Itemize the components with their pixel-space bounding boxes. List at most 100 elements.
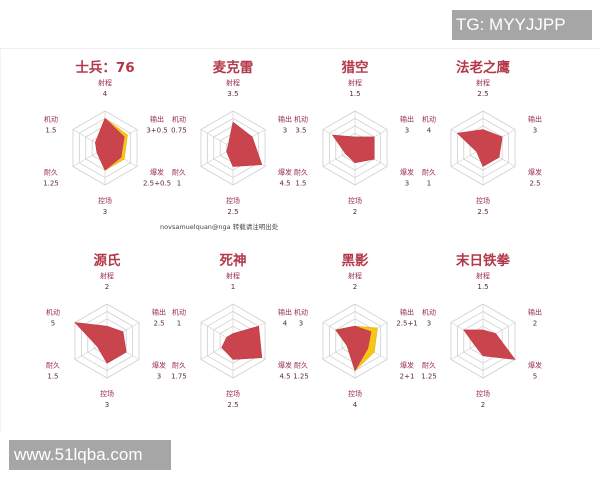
radar-plot: 射程 3.5 输出 3 爆发 4.5 控场 2.5 耐久 1 机动 0.75 xyxy=(171,78,292,216)
axis-value: 2.5 xyxy=(529,180,540,188)
axis-value: 1 xyxy=(231,283,235,291)
stat-area xyxy=(221,325,263,360)
axis-label: 机动 xyxy=(172,308,186,317)
stat-area xyxy=(463,329,516,360)
axis-label: 输出 xyxy=(528,115,542,124)
axis-label: 耐久 xyxy=(44,168,58,177)
axis-value: 3 xyxy=(533,127,537,135)
axis-value: 4 xyxy=(353,401,358,409)
axis-value: 4.5 xyxy=(279,373,290,381)
axis-value: 2 xyxy=(353,283,357,291)
axis-label: 射程 xyxy=(348,78,362,87)
axis-label: 输出 xyxy=(528,308,542,317)
stat-area xyxy=(74,322,127,364)
axis-value: 3+0.5 xyxy=(146,127,167,135)
chart-title: 麦克雷 xyxy=(212,60,254,76)
axis-value: 2.5 xyxy=(227,208,238,216)
stat-area xyxy=(226,121,263,167)
chart-title: 猎空 xyxy=(341,60,369,76)
axis-value: 1 xyxy=(177,320,181,328)
radar-plot: 射程 1.5 输出 2 爆发 5 控场 2 耐久 1.25 机动 3 xyxy=(421,271,542,409)
axis-label: 爆发 xyxy=(152,361,166,370)
axis-value: 3 xyxy=(157,373,161,381)
axis-label: 输出 xyxy=(152,308,166,317)
axis-label: 输出 xyxy=(400,115,414,124)
radar-plot: 射程 1.5 输出 3 爆发 3 控场 2 耐久 1.5 机动 3.5 xyxy=(294,78,414,216)
radar-plot: 射程 1 输出 4 爆发 4.5 控场 2.5 耐久 1.75 机动 1 xyxy=(171,271,292,409)
radar-chart: 源氏射程 2 输出 2.5 爆发 3 控场 3 耐久 1.5 机动 5 xyxy=(32,249,182,439)
axis-label: 机动 xyxy=(294,115,308,124)
axis-value: 1 xyxy=(177,180,181,188)
axis-label: 输出 xyxy=(278,115,292,124)
axis-label: 输出 xyxy=(278,308,292,317)
axis-value: 2+1 xyxy=(400,373,415,381)
axis-label: 爆发 xyxy=(400,361,414,370)
axis-value: 3 xyxy=(283,127,287,135)
axis-value: 2.5 xyxy=(153,320,164,328)
axis-label: 射程 xyxy=(100,271,114,280)
axis-label: 射程 xyxy=(98,78,112,87)
axis-value: 2 xyxy=(105,283,109,291)
stat-area xyxy=(95,117,125,171)
axis-value: 5 xyxy=(51,320,55,328)
radar-plot: 射程 2.5 输出 3 爆发 2.5 控场 2.5 耐久 1 机动 4 xyxy=(422,78,542,216)
axis-label: 耐久 xyxy=(422,361,436,370)
axis-label: 输出 xyxy=(400,308,414,317)
axis-label: 机动 xyxy=(172,115,186,124)
axis-label: 耐久 xyxy=(422,168,436,177)
axis-value: 1.25 xyxy=(293,373,309,381)
watermark-site: www.51lqba.com xyxy=(9,440,171,470)
axis-value: 3 xyxy=(105,401,109,409)
axis-value: 3 xyxy=(405,127,409,135)
axis-label: 控场 xyxy=(98,196,112,205)
axis-label: 耐久 xyxy=(46,361,60,370)
axis-value: 1.75 xyxy=(171,373,187,381)
radar-chart: 麦克雷 射程 3.5 输出 3 爆发 4.5 控场 2.5 耐久 1 机动 0.75 xyxy=(158,56,308,246)
radar-chart: 末日铁拳 射程 1.5 输出 2 爆发 5 控场 2 耐久 1.25 机动 3 xyxy=(408,249,558,439)
chart-title: 黑影 xyxy=(341,253,369,269)
axis-label: 耐久 xyxy=(294,361,308,370)
stat-area xyxy=(456,129,503,167)
axis-value: 2.5 xyxy=(477,90,488,98)
axis-value: 0.75 xyxy=(171,127,187,135)
axis-label: 输出 xyxy=(150,115,164,124)
credit-text: novsamuelquan@nga 转载请注明出处 xyxy=(160,223,279,231)
axis-label: 机动 xyxy=(46,308,60,317)
axis-value: 3 xyxy=(299,320,303,328)
axis-value: 1.5 xyxy=(295,180,306,188)
axis-label: 控场 xyxy=(476,389,490,398)
axis-label: 射程 xyxy=(476,271,490,280)
axis-value: 2 xyxy=(533,320,537,328)
axis-value: 3 xyxy=(405,180,409,188)
chart-title: 法老之鹰 xyxy=(456,60,510,76)
chart-title: 末日铁拳 xyxy=(456,253,510,269)
stat-area xyxy=(331,134,375,164)
axis-value: 3 xyxy=(427,320,431,328)
image-frame xyxy=(0,48,600,432)
axis-value: 2 xyxy=(481,401,485,409)
axis-value: 4 xyxy=(283,320,288,328)
axis-label: 爆发 xyxy=(278,361,292,370)
axis-label: 爆发 xyxy=(528,168,542,177)
axis-label: 耐久 xyxy=(172,361,186,370)
axis-label: 控场 xyxy=(348,196,362,205)
axis-label: 控场 xyxy=(100,389,114,398)
axis-value: 1.25 xyxy=(421,373,437,381)
axis-label: 爆发 xyxy=(528,361,542,370)
radar-plot: 射程 2 输出 2.5+1 爆发 2+1 控场 4 耐久 1.25 机动 3 xyxy=(293,271,418,409)
axis-label: 射程 xyxy=(348,271,362,280)
watermark-telegram: TG: MYYJJPP xyxy=(452,10,592,40)
axis-spoke xyxy=(200,129,234,149)
axis-value: 1.5 xyxy=(47,373,58,381)
axis-label: 机动 xyxy=(422,308,436,317)
axis-value: 4.5 xyxy=(279,180,290,188)
axis-value: 5 xyxy=(533,373,537,381)
axis-value: 1.5 xyxy=(349,90,360,98)
axis-value: 4 xyxy=(103,90,108,98)
axis-label: 控场 xyxy=(226,196,240,205)
chart-title: 源氏 xyxy=(93,253,121,269)
axis-label: 爆发 xyxy=(278,168,292,177)
axis-value: 2.5 xyxy=(227,401,238,409)
axis-label: 耐久 xyxy=(172,168,186,177)
axis-value: 2.5 xyxy=(477,208,488,216)
